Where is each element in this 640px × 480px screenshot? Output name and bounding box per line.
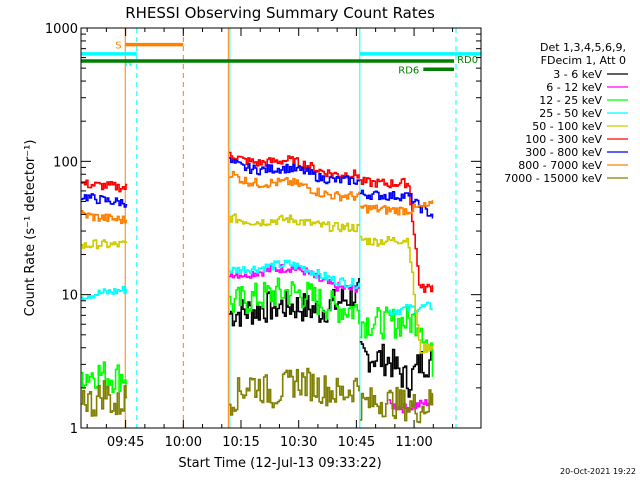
series-line	[81, 210, 128, 225]
legend-label: 6 - 12 keV	[546, 81, 602, 94]
series-4	[81, 213, 434, 354]
legend-header-line-2: FDecim 1, Att 0	[541, 54, 626, 67]
series-line	[81, 361, 128, 394]
x-tick-label: 10:00	[165, 435, 202, 450]
series-line	[359, 386, 434, 424]
series-line	[81, 193, 128, 208]
series-line	[359, 305, 434, 378]
series-line	[359, 189, 434, 219]
legend-label: 100 - 300 keV	[525, 133, 602, 146]
series-line	[359, 340, 434, 398]
series-6	[81, 157, 434, 219]
x-tick-label: 09:45	[107, 435, 144, 450]
series-line	[229, 213, 360, 233]
series-line	[81, 380, 128, 417]
y-axis-ticks: 1 10 100 1000	[45, 22, 481, 437]
y-tick-label: 100	[53, 155, 78, 170]
series-7	[81, 170, 434, 225]
x-tick-label: 10:30	[280, 435, 317, 450]
x-axis-label: Start Time (12-Jul-13 09:33:22)	[178, 456, 381, 471]
series-line	[359, 199, 434, 216]
series-line	[388, 301, 433, 316]
y-axis-label: Count Rate (s⁻¹ detector⁻¹)	[23, 140, 38, 317]
flag-label-2: N	[125, 58, 132, 69]
series-line	[359, 235, 434, 354]
series-line	[229, 277, 360, 325]
series-line	[81, 239, 128, 250]
legend-label: 800 - 7000 keV	[518, 159, 602, 172]
legend-label: 12 - 25 keV	[539, 94, 602, 107]
x-tick-label: 10:45	[338, 435, 375, 450]
y-tick-label: 1000	[45, 22, 78, 37]
legend: Det 1,3,4,5,6,9, FDecim 1, Att 0 3 - 6 k…	[504, 41, 628, 185]
legend-label: 3 - 6 keV	[553, 68, 602, 81]
legend-label: 300 - 800 keV	[525, 146, 602, 159]
x-tick-label: 10:15	[222, 435, 259, 450]
series-line	[229, 170, 360, 202]
series-line	[229, 157, 360, 185]
y-tick-label: 10	[61, 289, 78, 304]
observing-flags: SN RD0 RD6	[81, 41, 481, 76]
legend-label: 25 - 50 keV	[539, 107, 602, 120]
series-8	[81, 367, 434, 424]
generation-timestamp: 20-Oct-2021 19:22	[560, 467, 636, 476]
series-line	[229, 259, 360, 289]
legend-label: 7000 - 15000 keV	[504, 172, 602, 185]
flag-label-1: S	[115, 41, 121, 52]
y-tick-label: 1	[70, 422, 78, 437]
series-3	[81, 259, 433, 316]
flag-label-4: RD0	[457, 55, 478, 66]
series-line	[81, 285, 128, 301]
flag-label-5: RD6	[398, 65, 419, 76]
x-axis-ticks: 09:45 10:00 10:15 10:30 10:45 11:00	[86, 28, 454, 450]
legend-header-line-1: Det 1,3,4,5,6,9,	[540, 41, 626, 54]
chart-title: RHESSI Observing Summary Count Rates	[125, 4, 435, 22]
series-line	[229, 263, 360, 293]
x-tick-label: 11:00	[395, 435, 432, 450]
series-line	[229, 367, 360, 416]
series-2	[81, 277, 434, 394]
legend-label: 50 - 100 keV	[532, 120, 602, 133]
plot-area	[81, 28, 457, 428]
series-line	[359, 176, 434, 293]
plot-frame	[80, 27, 482, 429]
series-line	[81, 179, 128, 193]
